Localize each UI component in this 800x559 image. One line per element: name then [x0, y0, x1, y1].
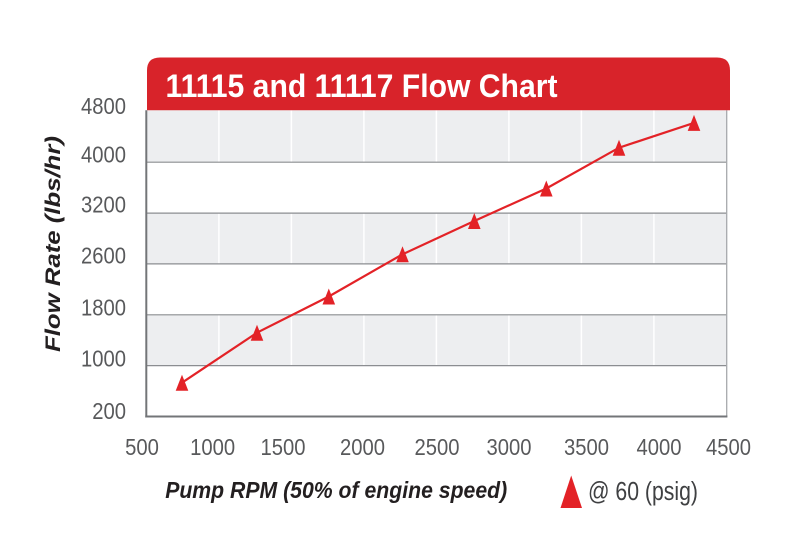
- svg-text:500: 500: [125, 434, 159, 460]
- svg-text:3000: 3000: [487, 434, 532, 460]
- svg-text:@ 60 (psig): @ 60 (psig): [588, 478, 698, 506]
- svg-text:2500: 2500: [415, 434, 460, 460]
- svg-text:4000: 4000: [81, 141, 126, 167]
- svg-text:4000: 4000: [637, 434, 682, 460]
- svg-text:1000: 1000: [81, 345, 126, 371]
- svg-text:200: 200: [92, 398, 126, 424]
- svg-text:11115 and 11117 Flow Chart: 11115 and 11117 Flow Chart: [166, 68, 558, 104]
- svg-text:1500: 1500: [261, 434, 306, 460]
- svg-text:3200: 3200: [81, 192, 126, 218]
- svg-text:4500: 4500: [706, 434, 751, 460]
- svg-text:4800: 4800: [81, 93, 126, 119]
- svg-text:Flow Rate (lbs/hr): Flow Rate (lbs/hr): [42, 136, 65, 352]
- svg-text:Pump RPM (50% of engine speed): Pump RPM (50% of engine speed): [165, 477, 507, 503]
- svg-text:2000: 2000: [340, 434, 385, 460]
- svg-text:1800: 1800: [81, 294, 126, 320]
- svg-text:1000: 1000: [190, 434, 235, 460]
- svg-text:3500: 3500: [564, 434, 609, 460]
- svg-text:2600: 2600: [81, 242, 126, 268]
